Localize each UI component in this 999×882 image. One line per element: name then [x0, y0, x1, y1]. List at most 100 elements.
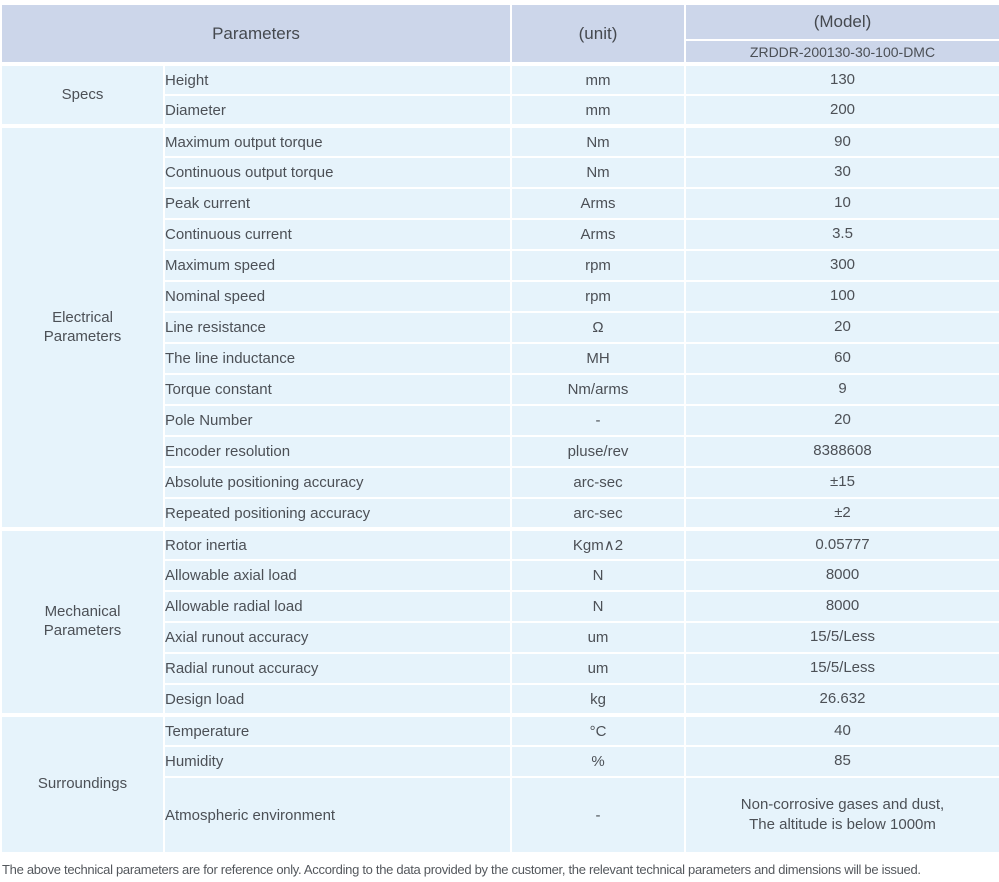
unit-cell: Nm: [510, 124, 686, 158]
table-header: Parameters (unit) (Model) ZRDDR-200130-3…: [0, 3, 999, 65]
table-row: Nominal speed rpm 100: [1, 280, 999, 313]
unit-cell: kg: [510, 683, 686, 716]
spec-sheet: Parameters (unit) (Model) ZRDDR-200130-3…: [0, 3, 999, 877]
param-name-cell: Atmospheric environment: [163, 776, 512, 854]
footnote: The above technical parameters are for r…: [2, 862, 921, 877]
value-cell: 26.632: [684, 683, 999, 716]
unit-cell: Arms: [510, 218, 686, 251]
param-name-cell: Repeated positioning accuracy: [163, 497, 512, 530]
unit-cell: pluse/rev: [510, 435, 686, 468]
table-row: Maximum speed rpm 300: [1, 249, 999, 282]
value-cell: ±15: [684, 466, 999, 499]
unit-cell: arc-sec: [510, 497, 686, 530]
table-row: Surroundings Temperature °C 40: [0, 713, 999, 854]
value-cell: 300: [684, 249, 999, 282]
param-name-cell: Peak current: [163, 187, 512, 220]
value-cell: 100: [684, 280, 999, 313]
unit-cell: arc-sec: [510, 466, 686, 499]
unit-cell: mm: [510, 62, 686, 96]
table-row: Atmospheric environment - Non-corrosive …: [1, 776, 999, 854]
value-cell: 9: [684, 373, 999, 406]
value-cell: 20: [684, 311, 999, 344]
unit-cell: Nm: [510, 156, 686, 189]
group-cell-electrical: Electrical Parameters: [0, 124, 165, 530]
parameters-header: Parameters: [0, 3, 512, 65]
table-row: Mechanical Parameters Rotor inertia Kgm∧…: [0, 527, 999, 716]
unit-cell: um: [510, 621, 686, 654]
unit-cell: Ω: [510, 311, 686, 344]
param-name-cell: Torque constant: [163, 373, 512, 406]
spec-table: Parameters (unit) (Model) ZRDDR-200130-3…: [0, 3, 999, 854]
param-name-cell: Design load: [163, 683, 512, 716]
header-row-2: ZRDDR-200130-30-100-DMC: [1, 39, 999, 65]
value-cell: ±2: [684, 497, 999, 530]
table-row: Diameter mm 200: [1, 94, 999, 127]
unit-cell: %: [510, 745, 686, 778]
unit-cell: um: [510, 652, 686, 685]
table-row: Continuous current Arms 3.5: [1, 218, 999, 251]
param-name-cell: Maximum output torque: [163, 124, 512, 158]
value-cell: 15/5/Less: [684, 652, 999, 685]
value-cell: 3.5: [684, 218, 999, 251]
value-cell: 200: [684, 94, 999, 127]
model-number: ZRDDR-200130-30-100-DMC: [684, 39, 999, 65]
unit-cell: N: [510, 559, 686, 592]
param-name-cell: Pole Number: [163, 404, 512, 437]
value-cell: 20: [684, 404, 999, 437]
table-row: Line resistance Ω 20: [1, 311, 999, 344]
value-cell: 40: [684, 713, 999, 747]
value-cell: 90: [684, 124, 999, 158]
param-name-cell: Maximum speed: [163, 249, 512, 282]
unit-cell: Kgm∧2: [510, 527, 686, 561]
table-row: Allowable radial load N 8000: [1, 590, 999, 623]
param-name-cell: Allowable radial load: [163, 590, 512, 623]
unit-cell: MH: [510, 342, 686, 375]
param-name-cell: Continuous output torque: [163, 156, 512, 189]
table-row: Specs Height mm 130: [0, 62, 999, 127]
value-cell: 8000: [684, 590, 999, 623]
param-name-cell: Absolute positioning accuracy: [163, 466, 512, 499]
value-cell: 130: [684, 62, 999, 96]
param-name-cell: The line inductance: [163, 342, 512, 375]
table-row: Encoder resolution pluse/rev 8388608: [1, 435, 999, 468]
param-name-cell: Height: [163, 62, 512, 96]
unit-cell: mm: [510, 94, 686, 127]
table-row: Peak current Arms 10: [1, 187, 999, 220]
table-row: Repeated positioning accuracy arc-sec ±2: [1, 497, 999, 530]
model-header: (Model): [684, 3, 999, 41]
unit-cell: Arms: [510, 187, 686, 220]
table-row: Torque constant Nm/arms 9: [1, 373, 999, 406]
table-row: Absolute positioning accuracy arc-sec ±1…: [1, 466, 999, 499]
value-cell: 30: [684, 156, 999, 189]
table-row: Axial runout accuracy um 15/5/Less: [1, 621, 999, 654]
group-cell-mechanical: Mechanical Parameters: [0, 527, 165, 716]
value-cell: 85: [684, 745, 999, 778]
param-name-cell: Continuous current: [163, 218, 512, 251]
value-cell: 15/5/Less: [684, 621, 999, 654]
unit-header: (unit): [510, 3, 686, 65]
value-cell: 0.05777: [684, 527, 999, 561]
unit-cell: -: [510, 404, 686, 437]
table-row: The line inductance MH 60: [1, 342, 999, 375]
table-row: Continuous output torque Nm 30: [1, 156, 999, 189]
group-cell-specs: Specs: [0, 62, 165, 127]
unit-cell: Nm/arms: [510, 373, 686, 406]
value-cell: 10: [684, 187, 999, 220]
unit-cell: rpm: [510, 280, 686, 313]
param-name-cell: Nominal speed: [163, 280, 512, 313]
unit-cell: rpm: [510, 249, 686, 282]
unit-cell: -: [510, 776, 686, 854]
param-name-cell: Allowable axial load: [163, 559, 512, 592]
value-cell: 60: [684, 342, 999, 375]
param-name-cell: Line resistance: [163, 311, 512, 344]
value-cell: 8000: [684, 559, 999, 592]
param-name-cell: Radial runout accuracy: [163, 652, 512, 685]
value-cell: Non-corrosive gases and dust, The altitu…: [684, 776, 999, 854]
table-row: Radial runout accuracy um 15/5/Less: [1, 652, 999, 685]
table-row: Humidity % 85: [1, 745, 999, 778]
param-name-cell: Axial runout accuracy: [163, 621, 512, 654]
group-cell-surroundings: Surroundings: [0, 713, 165, 854]
param-name-cell: Encoder resolution: [163, 435, 512, 468]
param-name-cell: Rotor inertia: [163, 527, 512, 561]
table-row: Pole Number - 20: [1, 404, 999, 437]
